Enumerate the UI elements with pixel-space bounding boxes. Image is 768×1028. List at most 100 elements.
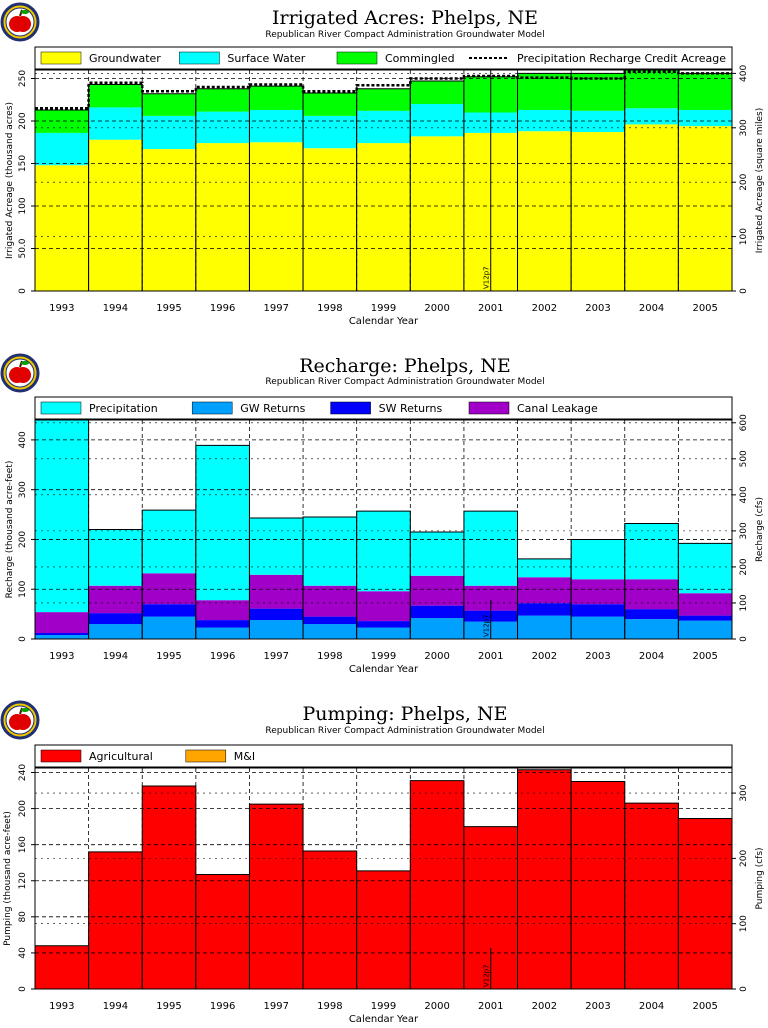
bar-groundwater bbox=[410, 136, 464, 291]
y-tick-label-right: 500 bbox=[739, 450, 749, 467]
bar-surfacewater bbox=[517, 109, 572, 132]
bar-canalleakage bbox=[303, 585, 357, 617]
apple-icon-half bbox=[15, 714, 31, 730]
bar-precipitation bbox=[195, 445, 250, 601]
y-tick-label: 50.0 bbox=[18, 238, 28, 258]
bar-gwreturns bbox=[303, 624, 357, 639]
bar-canalleakage bbox=[249, 574, 304, 609]
y-tick-label-right: 600 bbox=[739, 414, 749, 431]
bar-gwreturns bbox=[142, 616, 196, 639]
y-tick-label-right: 0 bbox=[739, 986, 749, 992]
y-tick-label: 160 bbox=[18, 836, 28, 853]
bar-precipitation bbox=[410, 531, 464, 576]
bar-surfacewater bbox=[249, 109, 304, 143]
x-axis-label: Calendar Year bbox=[349, 316, 419, 327]
bar-commingled bbox=[678, 73, 732, 110]
bar-surfacewater bbox=[410, 104, 464, 137]
y-tick-label-right: 100 bbox=[739, 228, 749, 245]
apple-logo bbox=[0, 2, 40, 42]
x-tick-label: 1998 bbox=[317, 303, 342, 314]
bar-swreturns bbox=[249, 608, 304, 621]
y-tick-label-right: 0 bbox=[739, 636, 749, 642]
bar-agricultural bbox=[410, 780, 464, 989]
legend-label: Groundwater bbox=[89, 52, 161, 65]
x-tick-label: 2001 bbox=[478, 1001, 503, 1012]
legend-label: Agricultural bbox=[89, 750, 153, 763]
y-tick-label: 200 bbox=[18, 800, 28, 817]
bar-groundwater bbox=[517, 131, 572, 291]
x-tick-label: 1993 bbox=[49, 1001, 74, 1012]
x-tick-label: 1993 bbox=[49, 651, 74, 662]
x-tick-label: 1997 bbox=[264, 651, 289, 662]
bar-groundwater bbox=[142, 149, 196, 291]
chart-subtitle: Republican River Compact Administration … bbox=[265, 30, 544, 40]
bar-swreturns bbox=[571, 604, 625, 617]
bar-commingled bbox=[517, 73, 572, 110]
y-axis-label-right: Irrigated Acreage (square miles) bbox=[755, 108, 765, 253]
legend-swatch bbox=[40, 749, 82, 763]
bar-canalleakage bbox=[624, 579, 679, 610]
bar-groundwater bbox=[88, 139, 143, 291]
bar-surfacewater bbox=[142, 115, 196, 150]
bar-swreturns bbox=[517, 603, 572, 616]
y-axis-label-right: Pumping (cfs) bbox=[755, 847, 765, 909]
bar-canalleakage bbox=[88, 585, 143, 614]
x-tick-label: 2002 bbox=[532, 1001, 557, 1012]
x-tick-label: 2003 bbox=[585, 1001, 610, 1012]
bar-agricultural bbox=[356, 870, 411, 989]
bar-commingled bbox=[249, 86, 304, 110]
bars bbox=[34, 419, 733, 639]
bar-agricultural bbox=[88, 851, 143, 989]
bar-precipitation bbox=[356, 511, 411, 592]
y-tick-label: 200 bbox=[18, 531, 28, 548]
x-tick-label: 2000 bbox=[424, 651, 449, 662]
bar-canalleakage bbox=[142, 573, 196, 605]
bar-surfacewater bbox=[356, 110, 411, 144]
plot-frame bbox=[34, 69, 733, 292]
y-tick-label-right: 400 bbox=[739, 65, 749, 82]
legend-swatch bbox=[330, 401, 371, 415]
x-tick-label: 1995 bbox=[156, 651, 181, 662]
bar-agricultural bbox=[303, 850, 357, 989]
y-tick-label-right: 200 bbox=[739, 558, 749, 575]
legend-label: Surface Water bbox=[227, 52, 305, 65]
x-tick-label: 2004 bbox=[639, 1001, 664, 1012]
bar-gwreturns bbox=[35, 635, 89, 639]
bar-canalleakage bbox=[356, 591, 411, 622]
bar-precipitation bbox=[142, 510, 196, 574]
bar-surfacewater bbox=[88, 107, 143, 140]
legend-swatch bbox=[191, 401, 233, 415]
x-tick-label: 1998 bbox=[317, 651, 342, 662]
bar-canalleakage bbox=[571, 579, 625, 605]
x-tick-label: 2000 bbox=[424, 303, 449, 314]
bar-precipitation bbox=[517, 558, 572, 578]
y-tick-label-right: 100 bbox=[739, 594, 749, 611]
bar-swreturns bbox=[303, 616, 357, 625]
bar-gwreturns bbox=[195, 627, 250, 639]
bar-swreturns bbox=[195, 620, 250, 628]
bar-precipitation bbox=[88, 529, 143, 586]
bar-agricultural bbox=[35, 945, 89, 989]
x-tick-label: 2002 bbox=[532, 651, 557, 662]
legend-swatch bbox=[40, 401, 82, 415]
bar-surfacewater bbox=[678, 109, 732, 127]
bar-gwreturns bbox=[88, 624, 143, 639]
legend-label: Precipitation Recharge Credit Acreage bbox=[517, 52, 726, 65]
bar-agricultural bbox=[195, 874, 250, 989]
bar-precipitation bbox=[463, 511, 518, 586]
bar-gwreturns bbox=[249, 620, 304, 639]
chart-title: Irrigated Acres: Phelps, NE bbox=[272, 7, 538, 29]
legend-label: Commingled bbox=[385, 52, 455, 65]
bar-gwreturns bbox=[410, 618, 464, 639]
x-tick-label: 2005 bbox=[692, 1001, 717, 1012]
bar-gwreturns bbox=[624, 619, 679, 639]
bars bbox=[34, 769, 733, 989]
bar-groundwater bbox=[195, 143, 250, 291]
bar-agricultural bbox=[571, 781, 625, 989]
y-tick-label-right: 200 bbox=[739, 173, 749, 190]
grid bbox=[35, 420, 732, 639]
legend-label: M&I bbox=[234, 750, 255, 763]
apple-icon-half bbox=[15, 16, 31, 32]
precip-credit-line bbox=[35, 70, 732, 110]
y-tick-label: 80 bbox=[18, 911, 28, 923]
